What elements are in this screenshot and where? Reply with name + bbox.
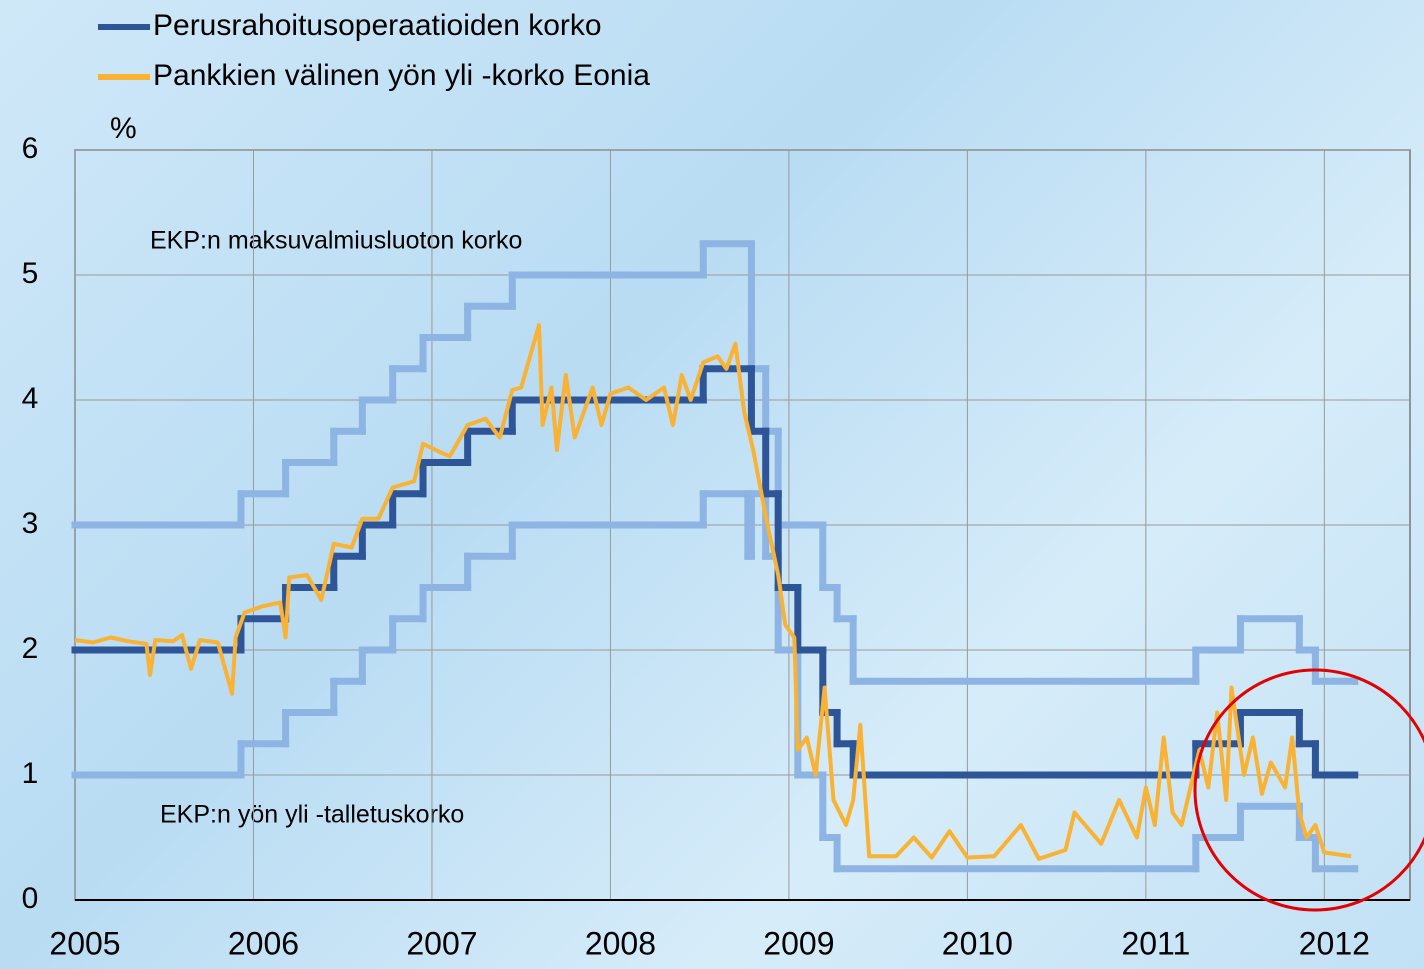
y-tick-label: 1 [22,757,39,790]
highlight-circle [1195,670,1424,910]
x-tick-label: 2009 [763,925,834,961]
x-tick-label: 2006 [228,925,299,961]
y-tick-label: 5 [22,257,39,290]
legend-label: Pankkien välinen yön yli -korko Eonia [153,59,650,92]
y-tick-label: 2 [22,632,39,665]
y-axis-label: % [110,112,137,145]
y-tick-label: 4 [22,382,39,415]
y-tick-label: 6 [22,132,39,165]
chart: % EKP:n maksuvalmiusluoton korko EKP:n y… [0,0,1424,969]
x-tick-label: 2011 [1121,925,1190,961]
x-tick-label: 2010 [942,925,1013,961]
x-tick-label: 2012 [1299,925,1370,961]
x-tick-label: 2005 [49,925,120,961]
line-series [75,325,1351,859]
legend-label: Perusrahoitusoperaatioiden korko [153,9,602,42]
y-tick-label: 3 [22,507,39,540]
x-tick-label: 2007 [406,925,477,961]
y-tick-label: 0 [22,882,39,915]
annotation: EKP:n yön yli -talletuskorko [160,801,464,829]
page: % EKP:n maksuvalmiusluoton korko EKP:n y… [0,0,1424,969]
annotation: EKP:n maksuvalmiusluoton korko [150,227,522,255]
x-tick-label: 2008 [585,925,656,961]
